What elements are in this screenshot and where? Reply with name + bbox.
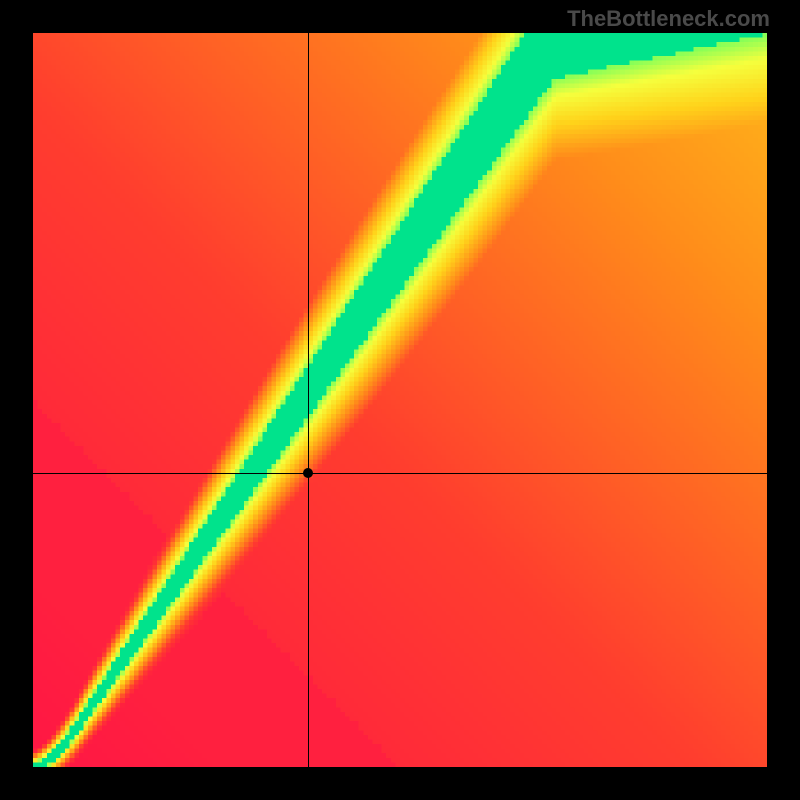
data-point-marker — [303, 468, 313, 478]
watermark-text: TheBottleneck.com — [567, 6, 770, 32]
chart-container: TheBottleneck.com — [0, 0, 800, 800]
bottleneck-heatmap — [33, 33, 767, 767]
crosshair-horizontal — [33, 473, 767, 474]
crosshair-vertical — [308, 33, 309, 767]
